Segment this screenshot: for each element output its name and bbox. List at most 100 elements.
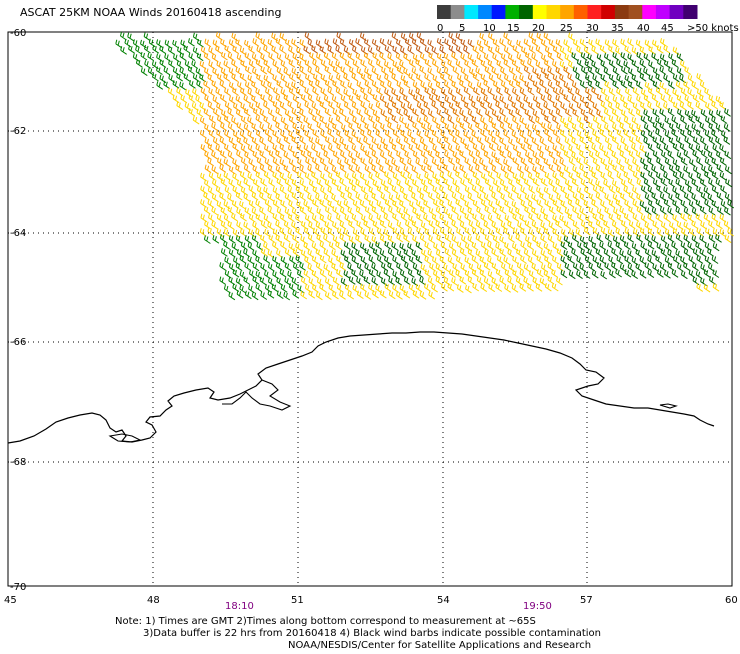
wind-barb	[316, 207, 324, 217]
wind-barb	[368, 143, 376, 153]
wind-barb	[488, 158, 496, 168]
wind-barb	[364, 122, 372, 132]
wind-barb	[540, 234, 547, 244]
wind-barb	[647, 227, 655, 237]
wind-barb	[312, 59, 319, 68]
colorbar-label: 40	[637, 23, 650, 34]
wind-barb	[515, 276, 523, 286]
wind-barb	[424, 46, 432, 55]
wind-barb	[712, 242, 720, 252]
wind-barb	[661, 150, 668, 160]
wind-barb	[260, 53, 267, 63]
wind-barb	[473, 86, 480, 96]
wind-barb	[659, 136, 667, 146]
wind-barb	[152, 45, 160, 54]
wind-barb	[513, 227, 520, 236]
wind-barb	[681, 228, 688, 237]
wind-barb	[352, 199, 360, 209]
wind-barb	[688, 143, 696, 152]
wind-barb	[503, 46, 511, 55]
wind-barb	[291, 108, 299, 117]
wind-barb	[196, 80, 203, 89]
wind-barb	[200, 185, 207, 195]
wind-barb	[213, 108, 220, 117]
wind-barb	[340, 66, 348, 75]
wind-barb	[315, 291, 323, 301]
wind-barb	[596, 207, 604, 217]
wind-barb	[228, 165, 236, 175]
wind-barb	[435, 81, 443, 90]
wind-barb	[128, 45, 135, 54]
wind-barb	[320, 186, 327, 195]
wind-barb	[568, 130, 575, 140]
wind-barb	[447, 115, 455, 125]
wind-barb	[325, 206, 332, 215]
wind-barb	[432, 172, 439, 182]
colorbar-swatch	[587, 5, 602, 19]
wind-barb	[655, 101, 663, 110]
wind-barb	[324, 65, 332, 75]
wind-barb	[480, 213, 488, 223]
wind-barb	[415, 58, 423, 68]
wind-barb	[448, 213, 455, 222]
wind-barb	[459, 79, 466, 89]
wind-barb	[260, 247, 268, 257]
wind-barb	[351, 172, 359, 182]
wind-barb	[660, 164, 667, 174]
wind-barb	[484, 205, 492, 215]
wind-barb	[711, 199, 719, 209]
wind-barb	[440, 88, 448, 97]
wind-barb	[352, 228, 360, 238]
wind-barb	[543, 227, 551, 237]
wind-barb	[212, 137, 220, 146]
wind-barb	[580, 220, 588, 230]
wind-barb	[531, 53, 539, 62]
wind-barb	[313, 73, 320, 83]
wind-barb	[368, 227, 376, 236]
wind-barb	[592, 129, 599, 139]
wind-barb	[613, 207, 620, 217]
coastline-inlet-west	[222, 379, 292, 411]
wind-barb	[384, 283, 392, 292]
footer-notes: Note: 1) Times are GMT 2)Times along bot…	[115, 616, 601, 651]
wind-barb	[336, 102, 344, 111]
wind-barb	[340, 191, 348, 201]
wind-barb	[260, 291, 268, 300]
wind-barb	[683, 165, 690, 175]
wind-barb	[332, 150, 340, 160]
wind-barb	[335, 87, 343, 96]
wind-barb	[524, 123, 532, 132]
wind-barb	[631, 270, 638, 280]
wind-barb	[280, 60, 288, 69]
wind-barb	[380, 179, 388, 189]
wind-barb	[272, 213, 280, 222]
wind-barb	[627, 38, 634, 47]
wind-barb	[568, 144, 575, 154]
wind-barb	[667, 249, 674, 259]
wind-barb	[156, 81, 164, 90]
wind-barb	[659, 81, 667, 91]
wind-barb	[525, 51, 532, 61]
wind-barb	[579, 235, 587, 245]
wind-barb	[363, 52, 371, 61]
wind-barb	[348, 178, 356, 188]
wind-barb	[495, 283, 503, 292]
wind-barb	[344, 255, 351, 265]
note-line-1: Note: 1) Times are GMT 2)Times along bot…	[115, 616, 536, 627]
wind-barb	[664, 88, 672, 97]
wind-barb	[192, 88, 199, 97]
wind-barb	[296, 46, 303, 56]
lat-lon-grid	[8, 32, 732, 586]
wind-barb	[288, 59, 296, 68]
wind-barb	[443, 263, 450, 273]
wind-barb	[668, 52, 675, 62]
wind-barb	[212, 235, 220, 244]
wind-barb	[335, 115, 343, 125]
wind-barb	[547, 123, 555, 132]
wind-barb	[343, 241, 351, 251]
wind-barb	[596, 53, 604, 63]
wind-barb	[376, 86, 383, 96]
wind-barb	[547, 135, 555, 145]
wind-barb	[315, 164, 322, 173]
wind-barb	[319, 254, 327, 264]
